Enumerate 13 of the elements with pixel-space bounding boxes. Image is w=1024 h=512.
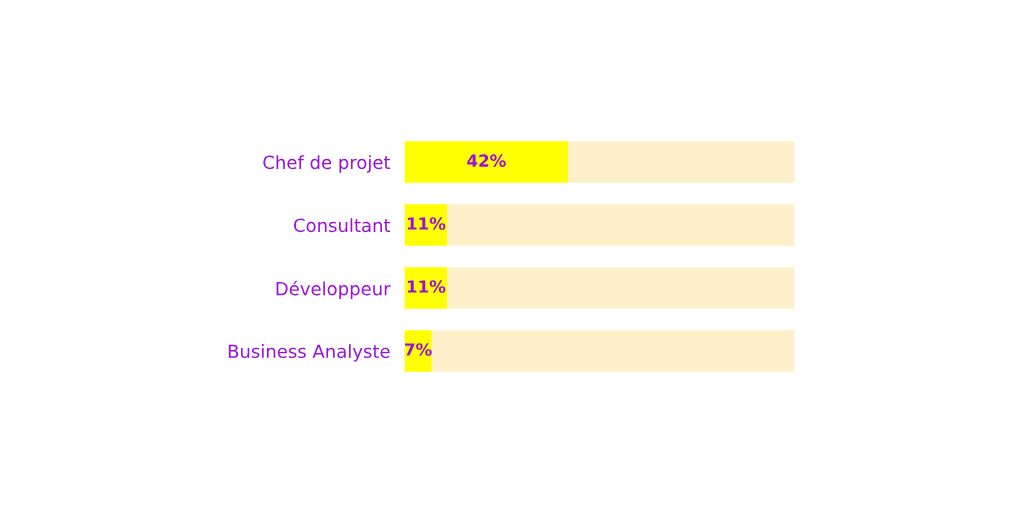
data-label: 7% — [405, 343, 432, 356]
y-tick-label: Business Analyste — [228, 344, 390, 362]
y-tick-label: Chef de projet — [263, 155, 391, 173]
y-tick-label: Consultant — [293, 218, 391, 233]
bar — [447, 267, 795, 309]
bar — [404, 141, 569, 183]
bar — [447, 204, 795, 246]
bar — [431, 330, 795, 372]
data-label: 11% — [407, 217, 446, 230]
data-label: 42% — [467, 154, 506, 167]
y-tick-label: Développeur — [276, 280, 391, 299]
data-label: 11% — [407, 280, 446, 293]
bar — [568, 141, 795, 183]
